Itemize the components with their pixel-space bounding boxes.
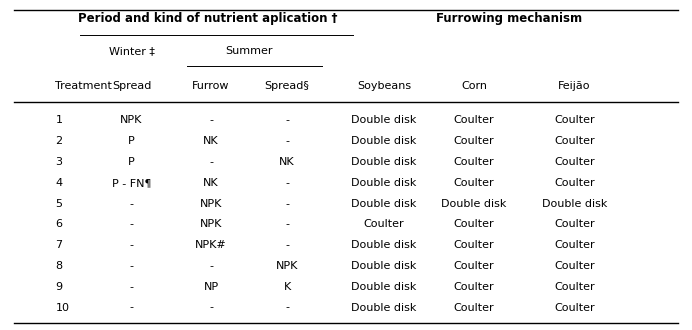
Text: 5: 5: [55, 199, 62, 209]
Text: NK: NK: [203, 136, 219, 146]
Text: 8: 8: [55, 261, 62, 271]
Text: Coulter: Coulter: [554, 282, 594, 292]
Text: Coulter: Coulter: [364, 219, 404, 229]
Text: -: -: [209, 157, 213, 167]
Text: Double disk: Double disk: [352, 136, 417, 146]
Text: NK: NK: [280, 157, 295, 167]
Text: Coulter: Coulter: [454, 157, 494, 167]
Text: Summer: Summer: [226, 46, 273, 56]
Text: Double disk: Double disk: [352, 178, 417, 188]
Text: Coulter: Coulter: [554, 178, 594, 188]
Text: -: -: [285, 115, 289, 125]
Text: -: -: [129, 199, 134, 209]
Text: Period and kind of nutrient aplication †: Period and kind of nutrient aplication †: [78, 12, 338, 25]
Text: -: -: [285, 199, 289, 209]
Text: Coulter: Coulter: [454, 136, 494, 146]
Text: -: -: [285, 178, 289, 188]
Text: Coulter: Coulter: [454, 219, 494, 229]
Text: Furrowing mechanism: Furrowing mechanism: [435, 12, 582, 25]
Text: -: -: [285, 219, 289, 229]
Text: 1: 1: [55, 115, 62, 125]
Text: NK: NK: [203, 178, 219, 188]
Text: Coulter: Coulter: [554, 219, 594, 229]
Text: K: K: [284, 282, 291, 292]
Text: -: -: [209, 303, 213, 313]
Text: Coulter: Coulter: [554, 115, 594, 125]
Text: Double disk: Double disk: [352, 115, 417, 125]
Text: NPK: NPK: [120, 115, 143, 125]
Text: Double disk: Double disk: [352, 157, 417, 167]
Text: NPK: NPK: [200, 219, 222, 229]
Text: -: -: [209, 115, 213, 125]
Text: Feijão: Feijão: [558, 81, 590, 91]
Text: Coulter: Coulter: [554, 136, 594, 146]
Text: 4: 4: [55, 178, 62, 188]
Text: -: -: [129, 282, 134, 292]
Text: 9: 9: [55, 282, 62, 292]
Text: Coulter: Coulter: [454, 303, 494, 313]
Text: Double disk: Double disk: [441, 199, 507, 209]
Text: -: -: [129, 261, 134, 271]
Text: Coulter: Coulter: [554, 261, 594, 271]
Text: Coulter: Coulter: [454, 282, 494, 292]
Text: 10: 10: [55, 303, 69, 313]
Text: -: -: [285, 240, 289, 250]
Text: Double disk: Double disk: [542, 199, 607, 209]
Text: -: -: [129, 240, 134, 250]
Text: Furrow: Furrow: [192, 81, 230, 91]
Text: Winter ‡: Winter ‡: [109, 46, 154, 56]
Text: Coulter: Coulter: [454, 178, 494, 188]
Text: 2: 2: [55, 136, 62, 146]
Text: Coulter: Coulter: [454, 240, 494, 250]
Text: -: -: [129, 303, 134, 313]
Text: Soybeans: Soybeans: [357, 81, 411, 91]
Text: P - FN¶: P - FN¶: [111, 178, 152, 188]
Text: -: -: [285, 136, 289, 146]
Text: Double disk: Double disk: [352, 303, 417, 313]
Text: Spread§: Spread§: [265, 81, 309, 91]
Text: Coulter: Coulter: [554, 303, 594, 313]
Text: NPK#: NPK#: [195, 240, 227, 250]
Text: -: -: [209, 261, 213, 271]
Text: NP: NP: [203, 282, 219, 292]
Text: Double disk: Double disk: [352, 261, 417, 271]
Text: 3: 3: [55, 157, 62, 167]
Text: Coulter: Coulter: [454, 261, 494, 271]
Text: Coulter: Coulter: [554, 157, 594, 167]
Text: P: P: [128, 136, 135, 146]
Text: 7: 7: [55, 240, 62, 250]
Text: 6: 6: [55, 219, 62, 229]
Text: P: P: [128, 157, 135, 167]
Text: Double disk: Double disk: [352, 240, 417, 250]
Text: Coulter: Coulter: [554, 240, 594, 250]
Text: Treatment: Treatment: [55, 81, 112, 91]
Text: NPK: NPK: [200, 199, 222, 209]
Text: -: -: [285, 303, 289, 313]
Text: Corn: Corn: [461, 81, 487, 91]
Text: Coulter: Coulter: [454, 115, 494, 125]
Text: Double disk: Double disk: [352, 199, 417, 209]
Text: Double disk: Double disk: [352, 282, 417, 292]
Text: Spread: Spread: [112, 81, 151, 91]
Text: -: -: [129, 219, 134, 229]
Text: NPK: NPK: [276, 261, 298, 271]
